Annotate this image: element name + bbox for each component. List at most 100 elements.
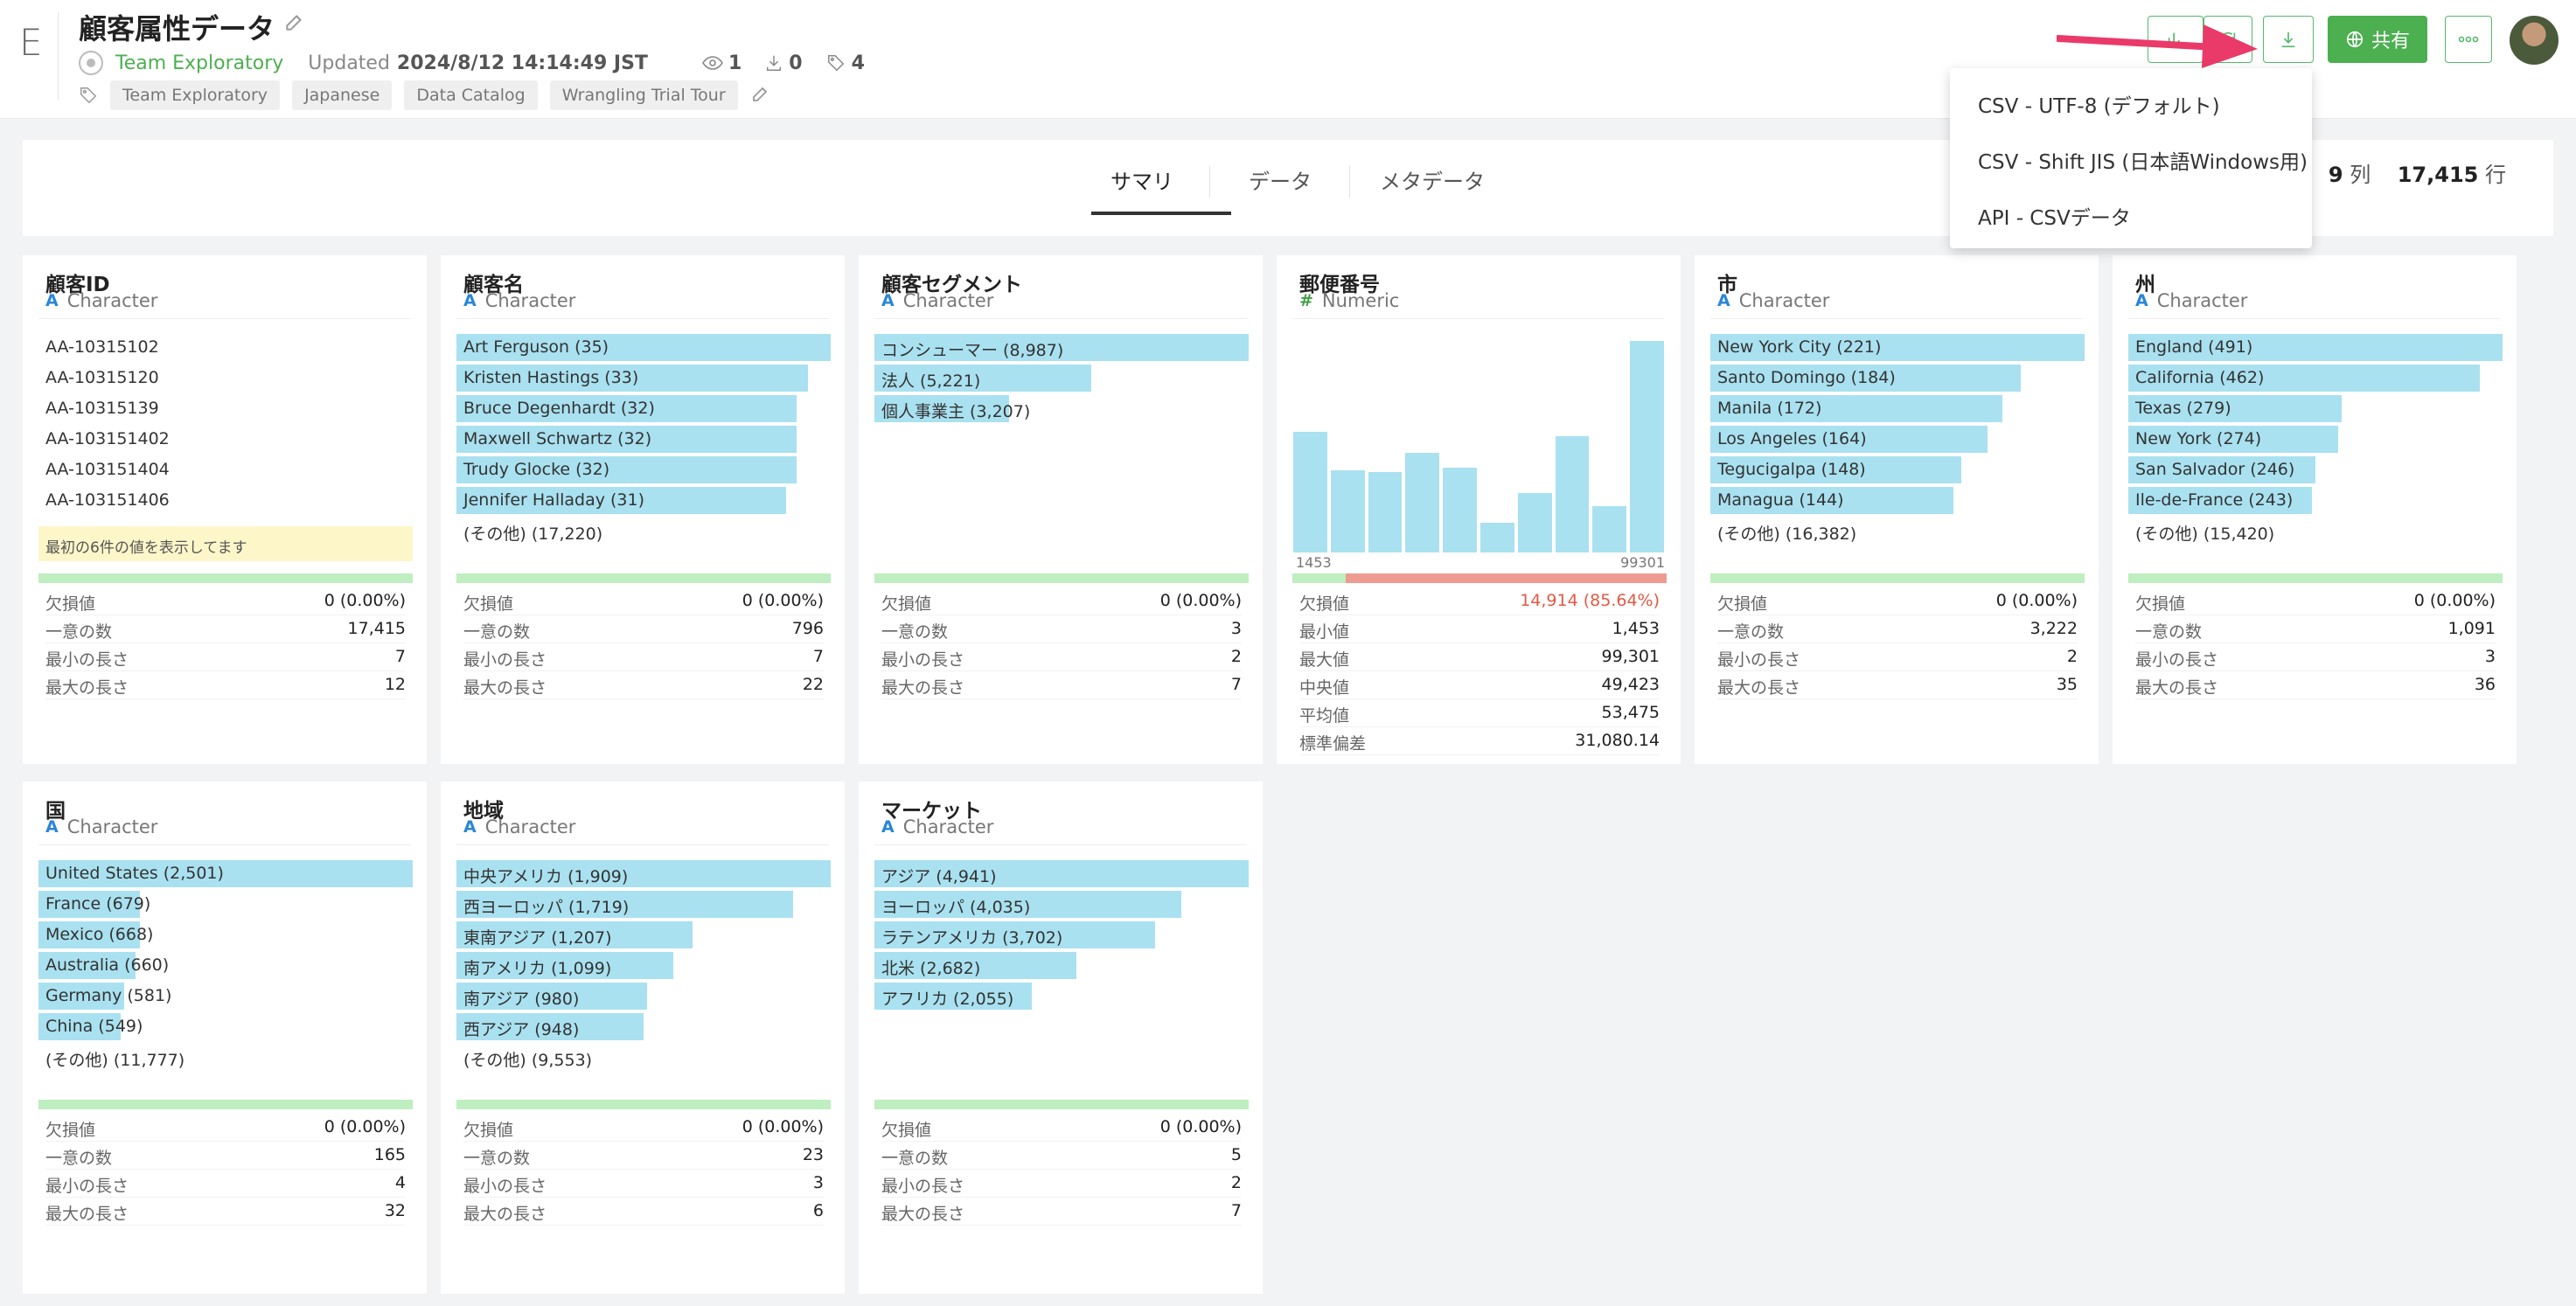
- stat-row: 一意の数 1,091: [2135, 615, 2496, 643]
- column-name[interactable]: 州: [2135, 274, 2155, 296]
- frequency-bar-row[interactable]: Trudy Glocke (32): [456, 456, 831, 487]
- menu-item-csv-utf8[interactable]: CSV - UTF-8 (デフォルト): [1978, 95, 2220, 118]
- column-name[interactable]: 顧客名: [463, 274, 524, 296]
- menu-item-api-csv[interactable]: API - CSVデータ: [1978, 207, 2131, 230]
- menu-item-csv-sjis[interactable]: CSV - Shift JIS (日本語Windows用): [1978, 151, 2308, 174]
- frequency-bar-row[interactable]: ヨーロッパ (4,035): [874, 891, 1249, 921]
- card-divider: [456, 844, 829, 845]
- character-type-icon: A: [463, 817, 477, 837]
- column-name[interactable]: マーケット: [881, 800, 982, 823]
- frequency-bar-row[interactable]: Jennifer Halladay (31): [456, 487, 831, 518]
- frequency-bar: [2128, 395, 2342, 422]
- character-type-icon: A: [45, 291, 59, 310]
- stat-value: 7: [1230, 1201, 1242, 1220]
- column-name[interactable]: 市: [1717, 274, 1737, 296]
- preview-note: 最初の6件の値を表示してます: [38, 526, 413, 561]
- frequency-bar-row[interactable]: アフリカ (2,055): [874, 983, 1249, 1013]
- frequency-bar-row[interactable]: Santo Domingo (184): [1710, 365, 2085, 395]
- frequency-bar-row[interactable]: France (679): [38, 891, 413, 921]
- frequency-bar-row[interactable]: Bruce Degenhardt (32): [456, 395, 831, 426]
- frequency-bar-row[interactable]: 東南アジア (1,207): [456, 921, 831, 952]
- frequency-bar-row[interactable]: 南アジア (980): [456, 983, 831, 1013]
- frequency-bar-label: Bruce Degenhardt (32): [463, 399, 655, 418]
- frequency-bar-row[interactable]: California (462): [2128, 365, 2503, 395]
- frequency-bar-row[interactable]: ラテンアメリカ (3,702): [874, 921, 1249, 952]
- histogram-bar: [1630, 341, 1664, 552]
- tag-count-icon: [827, 55, 844, 72]
- downloads-count: 0: [789, 52, 803, 74]
- frequency-bar-label: New York (274): [2135, 429, 2262, 448]
- chart-button[interactable]: [2148, 16, 2204, 63]
- tag-chip[interactable]: Team Exploratory: [110, 80, 281, 110]
- tag-chip[interactable]: Japanese: [292, 80, 393, 110]
- character-type-icon: A: [463, 291, 477, 310]
- frequency-bar-row[interactable]: 西ヨーロッパ (1,719): [456, 891, 831, 921]
- frequency-bar-row[interactable]: Germany (581): [38, 983, 413, 1013]
- frequency-bar-row[interactable]: 中央アメリカ (1,909): [456, 860, 831, 891]
- frequency-bar-row[interactable]: Ile-de-France (243): [2128, 487, 2503, 518]
- tab-summary[interactable]: サマリ: [1110, 170, 1173, 194]
- tab-data[interactable]: データ: [1249, 170, 1312, 194]
- frequency-bar-row[interactable]: Tegucigalpa (148): [1710, 456, 2085, 487]
- frequency-bar-row[interactable]: Art Ferguson (35): [456, 334, 831, 365]
- frequency-bar-row[interactable]: San Salvador (246): [2128, 456, 2503, 487]
- frequency-bar: [1710, 395, 2002, 422]
- user-avatar[interactable]: [2510, 16, 2559, 65]
- frequency-bar-row[interactable]: 西アジア (948): [456, 1013, 831, 1044]
- stat-label: 欠損値: [45, 594, 96, 614]
- column-name[interactable]: 顧客セグメント: [881, 274, 1022, 296]
- frequency-bar-row[interactable]: コンシューマー (8,987): [874, 334, 1249, 365]
- other-values-row: (その他) (11,777): [38, 1044, 413, 1074]
- frequency-bar-row[interactable]: Los Angeles (164): [1710, 426, 2085, 456]
- tag-chip[interactable]: Wrangling Trial Tour: [549, 80, 738, 110]
- active-tab-indicator: [1091, 212, 1231, 215]
- stat-value: 2: [1230, 1173, 1242, 1192]
- frequency-bar-row[interactable]: 法人 (5,221): [874, 365, 1249, 395]
- histogram-bar: [1330, 469, 1365, 552]
- frequency-bar-row[interactable]: Mexico (668): [38, 921, 413, 952]
- histogram-min-label: 1453: [1296, 554, 1332, 571]
- column-name[interactable]: 国: [45, 800, 66, 823]
- other-values-row: (その他) (15,420): [2128, 518, 2503, 548]
- stat-row: 標準偏差 31,080.14: [1299, 727, 1660, 755]
- frequency-bar-row[interactable]: 南アメリカ (1,099): [456, 952, 831, 983]
- frequency-bar-row[interactable]: Managua (144): [1710, 487, 2085, 518]
- frequency-bar-row[interactable]: England (491): [2128, 334, 2503, 365]
- frequency-bar-row[interactable]: United States (2,501): [38, 860, 413, 891]
- frequency-bar: [874, 395, 1010, 422]
- share-button[interactable]: 共有: [2328, 16, 2427, 63]
- frequency-bar-row[interactable]: 北米 (2,682): [874, 952, 1249, 983]
- team-link[interactable]: Team Exploratory: [115, 52, 284, 74]
- frequency-bar-row[interactable]: 個人事業主 (3,207): [874, 395, 1249, 426]
- frequency-bar: [874, 891, 1181, 918]
- frequency-bar-row[interactable]: アジア (4,941): [874, 860, 1249, 891]
- tag-chip[interactable]: Data Catalog: [404, 80, 538, 110]
- edit-title-icon[interactable]: [283, 10, 306, 37]
- app-logo[interactable]: E: [19, 21, 43, 64]
- value-item: AA-103151406: [45, 490, 170, 510]
- frequency-bar-label: 西アジア (948): [463, 1020, 580, 1039]
- frequency-bar-row[interactable]: New York City (221): [1710, 334, 2085, 365]
- frequency-bar-label: Kristen Hastings (33): [463, 368, 639, 387]
- frequency-bar: [2128, 426, 2338, 453]
- frequency-bar-row[interactable]: Australia (660): [38, 952, 413, 983]
- stat-row: 一意の数 23: [463, 1142, 824, 1170]
- column-name[interactable]: 顧客ID: [45, 274, 110, 296]
- tab-metadata[interactable]: メタデータ: [1380, 170, 1485, 194]
- column-name[interactable]: 地域: [463, 800, 504, 823]
- column-name[interactable]: 郵便番号: [1299, 274, 1380, 296]
- stat-row: 最小の長さ 3: [2135, 643, 2496, 671]
- more-button[interactable]: [2445, 16, 2492, 63]
- stat-value: 796: [791, 619, 824, 638]
- frequency-bar-row[interactable]: Texas (279): [2128, 395, 2503, 426]
- edit-tags-icon[interactable]: [750, 83, 771, 108]
- frequency-bar-row[interactable]: Maxwell Schwartz (32): [456, 426, 831, 456]
- frequency-bar-row[interactable]: Kristen Hastings (33): [456, 365, 831, 395]
- frequency-bar-row[interactable]: China (549): [38, 1013, 413, 1044]
- stat-label: 一意の数: [881, 622, 949, 642]
- download-button[interactable]: [2263, 16, 2314, 63]
- frequency-bar: [456, 860, 831, 887]
- frequency-bar-row[interactable]: New York (274): [2128, 426, 2503, 456]
- frequency-bar-row[interactable]: Manila (172): [1710, 395, 2085, 426]
- stat-row: 最小の長さ 4: [45, 1170, 406, 1198]
